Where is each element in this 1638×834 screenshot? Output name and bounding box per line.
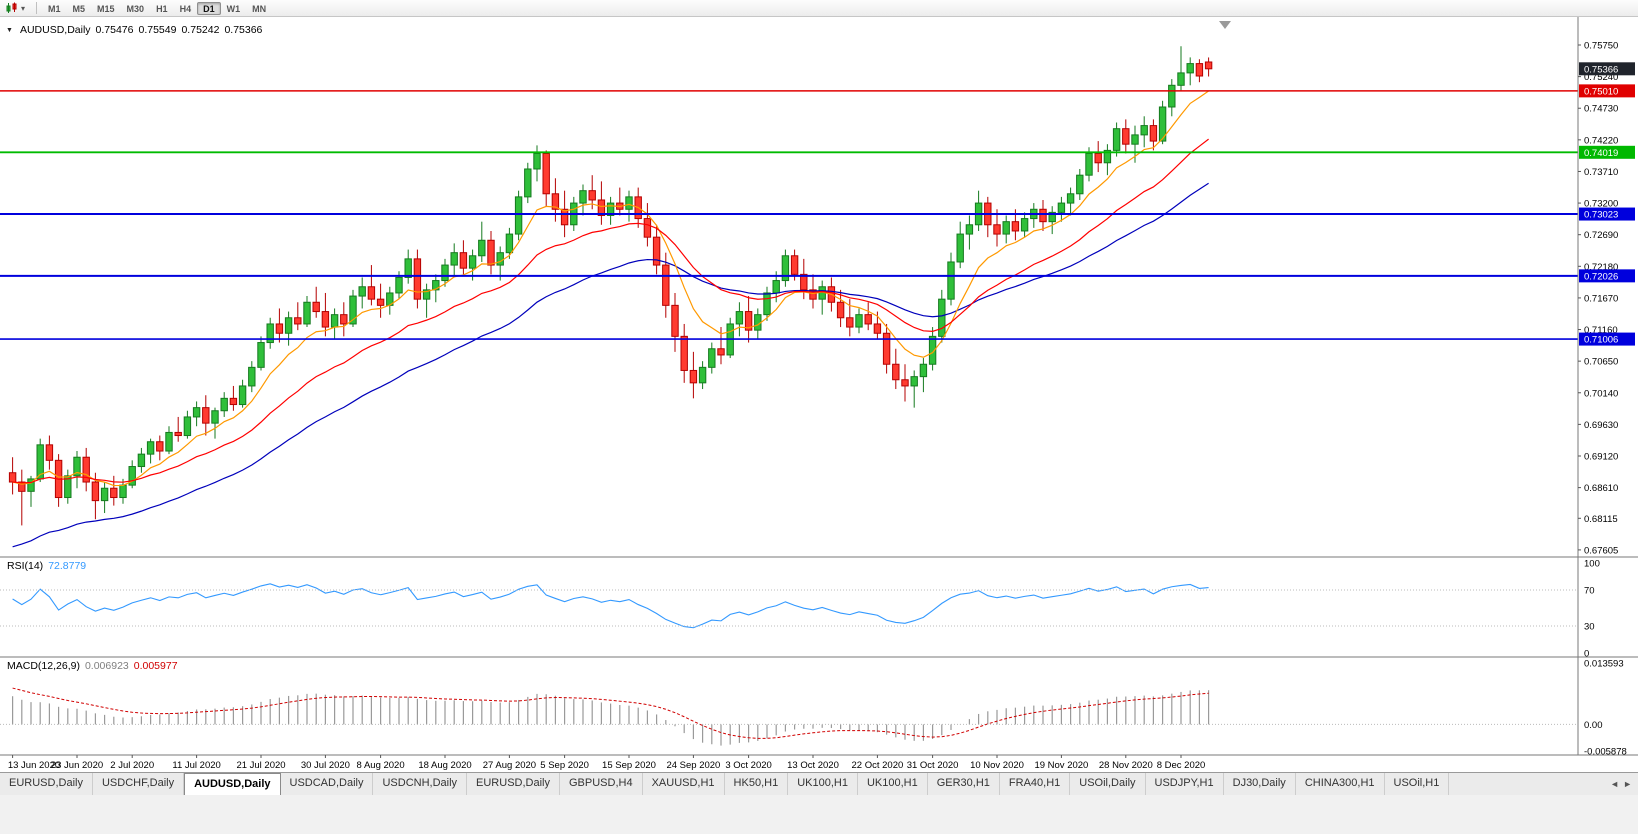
svg-text:28 Nov 2020: 28 Nov 2020 xyxy=(1099,760,1153,771)
svg-text:21 Jul 2020: 21 Jul 2020 xyxy=(236,760,285,771)
timeframe-m5[interactable]: M5 xyxy=(72,3,86,14)
chart-tabs-bar: EURUSD,Daily USDCHF,Daily AUDUSD,Daily USDC… xyxy=(0,772,1638,795)
svg-text:0.67605: 0.67605 xyxy=(1584,545,1618,556)
svg-text:5 Sep 2020: 5 Sep 2020 xyxy=(540,760,589,771)
svg-text:0.71006: 0.71006 xyxy=(1584,335,1618,346)
tab-usdjpy-h1[interactable]: USDJPY,H1 xyxy=(1146,773,1224,795)
timeframe-h4[interactable]: H4 xyxy=(179,3,192,14)
svg-text:19 Nov 2020: 19 Nov 2020 xyxy=(1034,760,1088,771)
chart-area: 0.75750 0.75240 0.74730 0.74220 0.73710 0.732… xyxy=(0,17,1638,772)
tab-ger30-h1[interactable]: GER30,H1 xyxy=(928,773,1000,795)
timeframe-h1[interactable]: H1 xyxy=(156,3,168,14)
svg-text:31 Oct 2020: 31 Oct 2020 xyxy=(907,760,959,771)
svg-text:70: 70 xyxy=(1584,586,1595,597)
timeframe-mn[interactable]: MN xyxy=(252,3,267,14)
timeframe-d1[interactable]: D1 xyxy=(197,1,221,15)
svg-text:0.75750: 0.75750 xyxy=(1584,41,1618,52)
tab-scroll-right-icon[interactable]: ► xyxy=(1623,779,1632,789)
timeframe-m30[interactable]: M30 xyxy=(126,3,145,14)
svg-text:0.72180: 0.72180 xyxy=(1584,262,1618,273)
candlestick-glyph xyxy=(6,2,17,13)
svg-text:13 Oct 2020: 13 Oct 2020 xyxy=(787,760,839,771)
svg-text:27 Aug 2020: 27 Aug 2020 xyxy=(483,760,536,771)
svg-text:0.69120: 0.69120 xyxy=(1584,451,1618,462)
svg-text:0.74220: 0.74220 xyxy=(1584,135,1618,146)
tab-usdcad-daily[interactable]: USDCAD,Daily xyxy=(281,773,374,795)
timeframe-w1[interactable]: W1 xyxy=(226,3,241,14)
svg-text:13 Jun 2020: 13 Jun 2020 xyxy=(8,760,60,771)
status-area xyxy=(0,795,1638,834)
timeframe-m15[interactable]: M15 xyxy=(97,3,115,14)
chevron-down-icon[interactable]: ▾ xyxy=(21,3,26,13)
chart-tabs: EURUSD,Daily USDCHF,Daily AUDUSD,Daily USDC… xyxy=(0,773,1450,795)
svg-text:0.00: 0.00 xyxy=(1584,720,1603,731)
timeframe-buttons: M1 M5 M15 M30 H1 H4 D1 W1 MN xyxy=(42,1,272,15)
tab-fra40-h1[interactable]: FRA40,H1 xyxy=(1000,773,1071,795)
tab-uk100-h1[interactable]: UK100,H1 xyxy=(858,773,928,795)
svg-text:0.70140: 0.70140 xyxy=(1584,388,1618,399)
svg-text:0.73710: 0.73710 xyxy=(1584,167,1618,178)
tab-hk50-h1[interactable]: HK50,H1 xyxy=(725,773,789,795)
svg-text:0.74019: 0.74019 xyxy=(1584,148,1618,159)
svg-text:0.69630: 0.69630 xyxy=(1584,420,1618,431)
svg-text:0.71160: 0.71160 xyxy=(1584,325,1618,336)
chart-canvas[interactable]: 0.75750 0.75240 0.74730 0.74220 0.73710 0.732… xyxy=(0,17,1638,772)
svg-text:0.68610: 0.68610 xyxy=(1584,483,1618,494)
svg-text:0.72026: 0.72026 xyxy=(1584,271,1618,282)
tab-eurusd-daily[interactable]: EURUSD,Daily xyxy=(0,773,93,795)
tab-usdchf-daily[interactable]: USDCHF,Daily xyxy=(93,773,185,795)
svg-text:0.68115: 0.68115 xyxy=(1584,514,1618,525)
svg-text:0.75366: 0.75366 xyxy=(1584,64,1618,75)
svg-text:0.72690: 0.72690 xyxy=(1584,230,1618,241)
toolbar-separator xyxy=(36,2,37,14)
tab-audusd-daily[interactable]: AUDUSD,Daily xyxy=(184,773,281,795)
tab-scroll-arrows: ◄ ► xyxy=(1604,773,1638,795)
svg-text:0.74730: 0.74730 xyxy=(1584,104,1618,115)
tab-usdcnh-daily[interactable]: USDCNH,Daily xyxy=(373,773,468,795)
svg-text:23 Jun 2020: 23 Jun 2020 xyxy=(51,760,103,771)
svg-text:0.73023: 0.73023 xyxy=(1584,210,1618,221)
tab-dj30-daily[interactable]: DJ30,Daily xyxy=(1224,773,1296,795)
svg-text:0: 0 xyxy=(1584,649,1589,660)
svg-text:18 Aug 2020: 18 Aug 2020 xyxy=(418,760,471,771)
svg-text:8 Aug 2020: 8 Aug 2020 xyxy=(357,760,405,771)
timeframe-toolbar: ▾ M1 M5 M15 M30 H1 H4 D1 W1 MN xyxy=(0,0,1638,17)
svg-text:30 Jul 2020: 30 Jul 2020 xyxy=(301,760,350,771)
svg-text:0.73200: 0.73200 xyxy=(1584,199,1618,210)
svg-text:0.013593: 0.013593 xyxy=(1584,659,1624,670)
svg-text:3 Oct 2020: 3 Oct 2020 xyxy=(725,760,771,771)
svg-text:-0.005878: -0.005878 xyxy=(1584,747,1627,758)
svg-text:0.75010: 0.75010 xyxy=(1584,86,1618,97)
timeframe-m1[interactable]: M1 xyxy=(48,3,61,14)
tab-gbpusd-h4[interactable]: GBPUSD,H4 xyxy=(560,773,643,795)
tab-xauusd-h1[interactable]: XAUUSD,H1 xyxy=(643,773,725,795)
svg-text:2 Jul 2020: 2 Jul 2020 xyxy=(110,760,154,771)
svg-text:0.75240: 0.75240 xyxy=(1584,72,1618,83)
chart-type-icon[interactable] xyxy=(4,1,20,15)
tab-usoil-h1[interactable]: USOil,H1 xyxy=(1385,773,1450,795)
tab-usoil-daily[interactable]: USOil,Daily xyxy=(1070,773,1146,795)
svg-text:8 Dec 2020: 8 Dec 2020 xyxy=(1157,760,1206,771)
svg-text:15 Sep 2020: 15 Sep 2020 xyxy=(602,760,656,771)
tab-china300-h1[interactable]: CHINA300,H1 xyxy=(1296,773,1385,795)
svg-text:10 Nov 2020: 10 Nov 2020 xyxy=(970,760,1024,771)
svg-text:0.70650: 0.70650 xyxy=(1584,357,1618,368)
svg-text:22 Oct 2020: 22 Oct 2020 xyxy=(852,760,904,771)
svg-text:30: 30 xyxy=(1584,622,1595,633)
svg-text:0.71670: 0.71670 xyxy=(1584,293,1618,304)
tab-uk100-h1[interactable]: UK100,H1 xyxy=(788,773,858,795)
svg-text:100: 100 xyxy=(1584,559,1600,570)
tab-eurusd-daily[interactable]: EURUSD,Daily xyxy=(467,773,560,795)
tab-scroll-left-icon[interactable]: ◄ xyxy=(1610,779,1620,789)
svg-text:24 Sep 2020: 24 Sep 2020 xyxy=(666,760,720,771)
svg-text:11 Jul 2020: 11 Jul 2020 xyxy=(172,760,220,771)
